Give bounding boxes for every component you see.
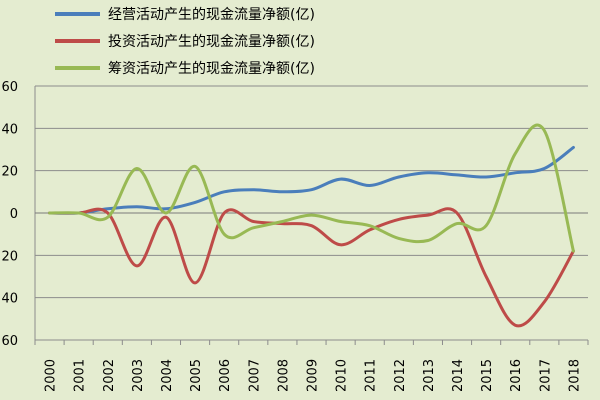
series-line-2 [48,123,575,253]
series-lines [48,123,575,328]
y-tick-label: 60 [1,80,18,95]
x-tick-label: 2011 [364,359,379,392]
y-tick-label: 60 [1,334,18,349]
x-tick-label: 2016 [509,359,524,392]
x-tick-label: 2013 [422,359,437,392]
y-tick-labels: 60 40 20 0 20 40 60 [1,80,18,349]
x-tick-labels: 2000 2001 2002 2003 2004 2005 2006 2007 2008 2009… [44,359,583,392]
y-tick-label: 40 [1,292,18,307]
series-line-0 [48,145,575,215]
x-tick-label: 2014 [451,359,466,392]
x-tick-label: 2012 [393,359,408,392]
x-tick-label: 2004 [160,359,175,392]
x-tick-label: 2003 [131,359,146,392]
x-tick-label: 2006 [218,359,233,392]
x-tick-label: 2009 [306,359,321,392]
legend-label-2: 筹资活动产生的现金流量净额(亿) [108,60,315,77]
x-tick-label: 2005 [189,359,204,392]
legend-label-1: 投资活动产生的现金流量净额(亿) [108,34,315,50]
x-tick-label: 2017 [538,359,553,392]
x-tick-label: 2007 [247,359,262,392]
axes [34,86,589,345]
legend: 经营活动产生的现金流量净额(亿) 投资活动产生的现金流量净额(亿) 筹资活动产生的现… [55,7,315,77]
y-tick-label: 20 [1,165,18,180]
x-tick-label: 2010 [335,359,350,392]
x-tick-label: 2018 [567,359,582,392]
x-tick-label: 2002 [102,359,117,392]
x-tick-label: 2008 [276,359,291,392]
x-tick-label: 2015 [480,359,495,392]
y-tick-label: 20 [1,249,18,264]
x-tick-label: 2000 [44,359,59,392]
x-tick-label: 2001 [73,359,88,392]
series-line-1 [48,207,575,328]
y-tick-label: 0 [10,207,18,222]
legend-label-0: 经营活动产生的现金流量净额(亿) [108,7,315,23]
y-tick-label: 40 [1,122,18,137]
